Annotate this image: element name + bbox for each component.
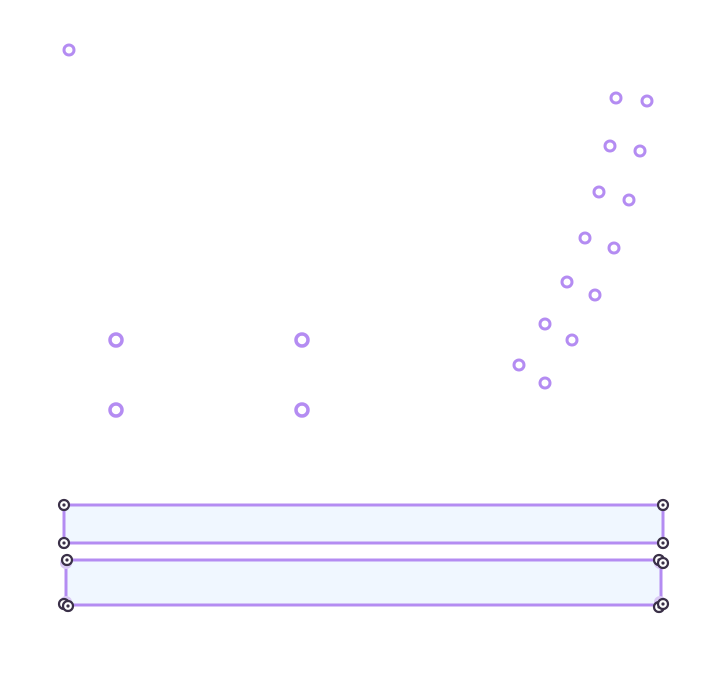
circle-target-icon[interactable] — [57, 536, 71, 550]
rectangle-shape-1[interactable] — [57, 498, 670, 550]
point[interactable] — [108, 402, 124, 418]
point[interactable] — [592, 185, 606, 199]
point[interactable] — [588, 288, 602, 302]
point[interactable] — [609, 91, 623, 105]
circle-target-icon[interactable] — [60, 553, 74, 567]
circle-target-icon[interactable] — [61, 599, 75, 613]
point[interactable] — [622, 193, 636, 207]
circle-target-icon[interactable] — [656, 556, 670, 570]
circle-target-icon[interactable] — [57, 498, 71, 512]
point[interactable] — [640, 94, 654, 108]
circle-target-icon[interactable] — [656, 536, 670, 550]
rectangle-handles — [57, 498, 670, 550]
rectangle-body[interactable] — [64, 558, 663, 607]
point[interactable] — [633, 144, 647, 158]
point[interactable] — [538, 376, 552, 390]
circle-target-icon[interactable] — [656, 498, 670, 512]
point[interactable] — [560, 275, 574, 289]
point[interactable] — [607, 241, 621, 255]
point[interactable] — [62, 43, 76, 57]
rectangle-body[interactable] — [62, 503, 665, 545]
point[interactable] — [603, 139, 617, 153]
point[interactable] — [108, 332, 124, 348]
point[interactable] — [538, 317, 552, 331]
point[interactable] — [294, 332, 310, 348]
point[interactable] — [512, 358, 526, 372]
circle-target-icon[interactable] — [656, 597, 670, 611]
point[interactable] — [565, 333, 579, 347]
rectangle-shape-2[interactable] — [57, 553, 670, 614]
point[interactable] — [294, 402, 310, 418]
points-layer — [62, 43, 654, 418]
rectangle-handles — [57, 553, 670, 614]
point[interactable] — [578, 231, 592, 245]
